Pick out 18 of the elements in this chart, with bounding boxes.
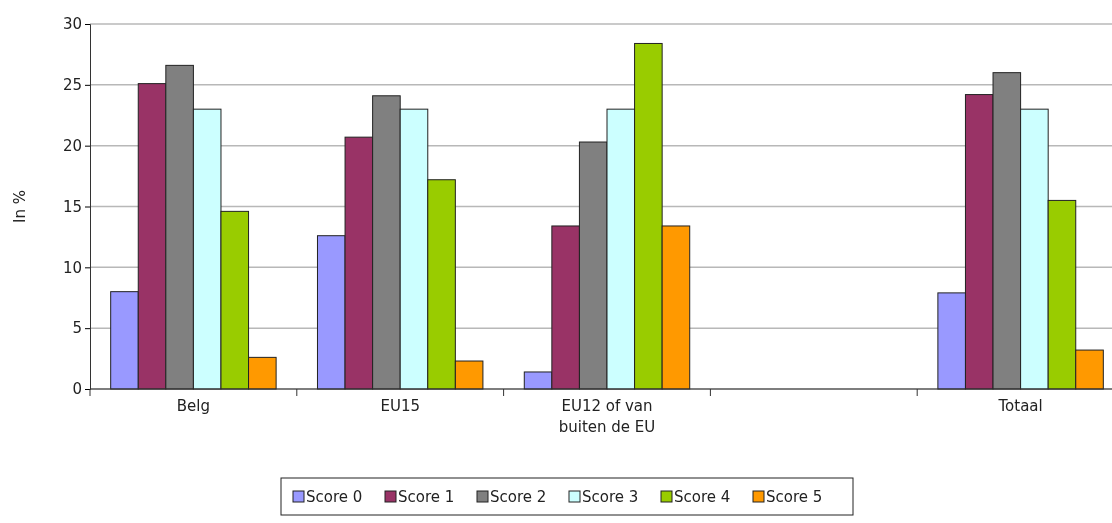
legend-label: Score 1 [398, 488, 455, 506]
y-tick-label: 30 [62, 15, 82, 34]
legend-label: Score 2 [490, 488, 547, 506]
legend-label: Score 3 [582, 488, 639, 506]
x-tick-label: EU15 [380, 397, 420, 415]
y-tick-label: 20 [62, 136, 82, 155]
y-tick-label: 10 [62, 258, 82, 277]
legend-label: Score 5 [766, 488, 823, 506]
y-tick-label: 25 [62, 76, 82, 95]
x-tick-label: EU12 of van buiten de EU [558, 397, 656, 436]
x-tick-label: Totaal [997, 397, 1043, 415]
y-tick-label: 5 [72, 319, 82, 338]
y-tick-label: 0 [72, 380, 82, 399]
legend-label: Score 0 [306, 488, 363, 506]
x-tick-label: Belg [176, 397, 211, 415]
y-axis-title: In % [11, 190, 29, 223]
legend-label: Score 4 [674, 488, 731, 506]
y-tick-label: 15 [62, 197, 82, 216]
